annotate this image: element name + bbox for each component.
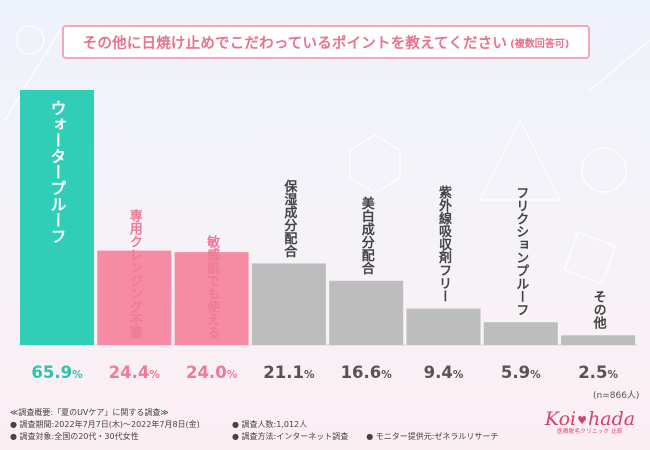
value-label-3: 24.0% [186,363,238,382]
value-label-8: 2.5% [578,363,618,382]
category-label-3: 敏感肌でも使える [204,234,221,339]
bar-2 [97,250,172,345]
category-label-1: ウォータープルーフ [48,100,67,244]
value-label-6: 9.4% [424,363,464,382]
bar-8 [561,335,636,345]
logo-subtitle: 医療脱毛クリニック 比較 [557,429,623,435]
brand-logo: Koi♥hada 医療脱毛クリニック 比較 [540,408,640,435]
footer-method: ● 調査方法:インターネット調査 [232,432,349,441]
background-decorations [4,25,650,285]
chart-title-sub: (複数回答可) [510,38,570,50]
footer-title: ≪調査概要:「夏のUVケア」に関する調査≫ [10,408,169,417]
survey-footer: ≪調査概要:「夏のUVケア」に関する調査≫ ● 調査期間:2022年7月7日(木… [10,407,498,443]
bar-6 [406,308,481,345]
sample-size-note: (n=866人) [593,391,640,401]
footer-target: ● 調査対象:全国の20代・30代女性 [10,432,139,441]
chart-title-main: その他に日焼け止めでこだわっているポイントを教えてください [82,35,508,52]
footer-period: ● 調査期間:2022年7月7日(木)～2022年7月8日(金) [10,420,200,429]
bar-5 [329,280,404,345]
value-label-7: 5.9% [501,363,541,382]
chart-title: その他に日焼け止めでこだわっているポイントを教えてください (複数回答可) [62,25,590,59]
logo-text-right: hada [588,408,636,430]
value-label-5: 16.6% [341,363,393,382]
footer-provider: ● モニター提供元:ゼネラルリサーチ [366,432,499,441]
logo-text-left: Koi [544,408,577,430]
value-label-4: 21.1% [263,363,315,382]
category-label-5: 美白成分配合 [359,196,375,276]
value-label-2: 24.4% [109,363,161,382]
bar-4 [251,263,326,345]
bar-3 [174,252,249,345]
footer-count: ● 調査人数:1,012人 [232,420,308,429]
bar-1 [20,90,94,345]
bar-7 [483,322,558,345]
heart-icon: ♥ [577,413,587,427]
category-label-7: フリクションプルーフ [513,186,529,316]
value-label-1: 65.9% [31,363,83,382]
category-label-2: 専用クレンジング不要 [127,208,144,340]
category-label-8: その他 [591,290,608,330]
category-label-4: 保湿成分配合 [281,179,298,259]
category-label-6: 紫外線吸収剤フリー [436,185,453,303]
